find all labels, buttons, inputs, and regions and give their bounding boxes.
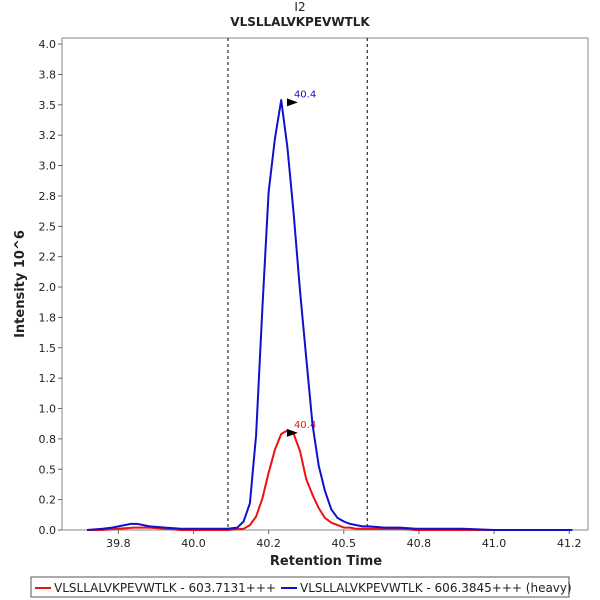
y-tick-label: 1.5: [39, 342, 57, 355]
legend-box: [30, 576, 570, 598]
series-line-heavy: [86, 99, 573, 531]
y-tick-label: 0.8: [39, 433, 57, 446]
y-tick-label: 1.8: [39, 311, 57, 324]
y-tick-label: 0.2: [39, 494, 57, 507]
legend-label-heavy: VLSLLALVKPEVWTLK - 606.3845+++ (heavy): [300, 581, 572, 595]
y-tick-label: 1.2: [39, 372, 57, 385]
legend: VLSLLALVKPEVWTLK - 603.7131+++ VLSLLALVK…: [30, 576, 572, 598]
peak-label: 40.4: [294, 89, 316, 100]
x-tick-label: 40.0: [181, 537, 206, 550]
x-tick-label: 39.8: [106, 537, 131, 550]
y-axis-ticks: 0.0 0.2 0.5 0.8 1.0 1.2 1.5 1.8 2.0 2.2 2.5 2.8 3.0 3…: [39, 38, 62, 537]
series-layer: 40.4 40.4: [86, 89, 573, 531]
integration-boundaries: [227, 38, 368, 530]
y-axis-label: Intensity 10^6: [13, 230, 28, 338]
x-axis-ticks: 39.8 40.0 40.2 40.5 40.8 41.0 41.2: [106, 530, 581, 550]
y-tick-label: 3.2: [39, 129, 57, 142]
x-tick-label: 40.8: [407, 537, 432, 550]
x-tick-label: 41.2: [557, 537, 582, 550]
peak-label: 40.4: [294, 420, 316, 431]
y-tick-label: 2.8: [39, 190, 57, 203]
peak-marker: [286, 98, 298, 107]
y-tick-label: 0.5: [39, 463, 57, 476]
chart-subtitle: VLSLLALVKPEVWTLK: [230, 15, 370, 29]
y-tick-label: 3.0: [39, 160, 57, 173]
y-tick-label: 1.0: [39, 403, 57, 416]
x-tick-label: 40.5: [332, 537, 357, 550]
chart-title: I2: [294, 0, 305, 14]
y-tick-label: 3.5: [39, 99, 57, 112]
y-tick-label: 3.8: [39, 68, 57, 81]
x-tick-label: 40.2: [256, 537, 281, 550]
plot-area: [61, 37, 589, 531]
x-tick-label: 41.0: [482, 537, 507, 550]
y-tick-label: 4.0: [39, 38, 57, 51]
y-tick-label: 2.2: [39, 251, 57, 264]
x-axis-label: Retention Time: [270, 554, 382, 569]
peak-marker: [286, 428, 298, 437]
legend-label-light: VLSLLALVKPEVWTLK - 603.7131+++: [54, 581, 276, 595]
y-tick-label: 2.5: [39, 220, 57, 233]
y-tick-label: 0.0: [39, 524, 57, 537]
y-tick-label: 2.0: [39, 281, 57, 294]
series-line-light: [87, 429, 573, 531]
